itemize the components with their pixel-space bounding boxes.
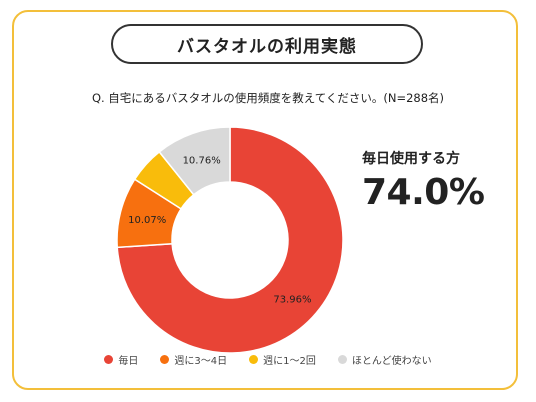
survey-question: Q. 自宅にあるバスタオルの使用頻度を教えてください。(N=288名) (91, 91, 445, 105)
legend-item: 週に1〜2回 (249, 352, 316, 367)
legend-item: 週に3〜4日 (160, 352, 227, 367)
legend-swatch (337, 355, 347, 364)
legend-label: ほとんど使わない (351, 356, 432, 367)
donut-slice (158, 126, 231, 196)
donut-slices (116, 126, 344, 354)
legend-swatch (160, 355, 170, 364)
legend-label: 週に1〜2回 (263, 356, 316, 367)
legend-label: 週に3〜4日 (174, 356, 228, 367)
slice-data-label: 73.96% (273, 294, 311, 305)
legend-swatch (249, 355, 259, 364)
slice-data-label: 10.07% (128, 215, 166, 226)
donut-data-labels: 73.96% 10.07% 10.76% (128, 155, 311, 305)
page-title: バスタオルの利用実態 (111, 24, 423, 64)
slice-data-label: 10.76% (183, 155, 221, 166)
legend-swatch (104, 355, 114, 364)
legend-item: 毎日 (104, 352, 138, 367)
legend-label: 毎日 (118, 356, 139, 367)
chart-legend: 毎日 週に3〜4日 週に1〜2回 ほとんど使わない (0, 352, 536, 367)
legend-item: ほとんど使わない (337, 352, 432, 367)
donut-slice (116, 126, 344, 354)
daily-usage-label: 毎日使用する方 (362, 151, 460, 167)
daily-usage-value: 74.0% (362, 172, 485, 213)
